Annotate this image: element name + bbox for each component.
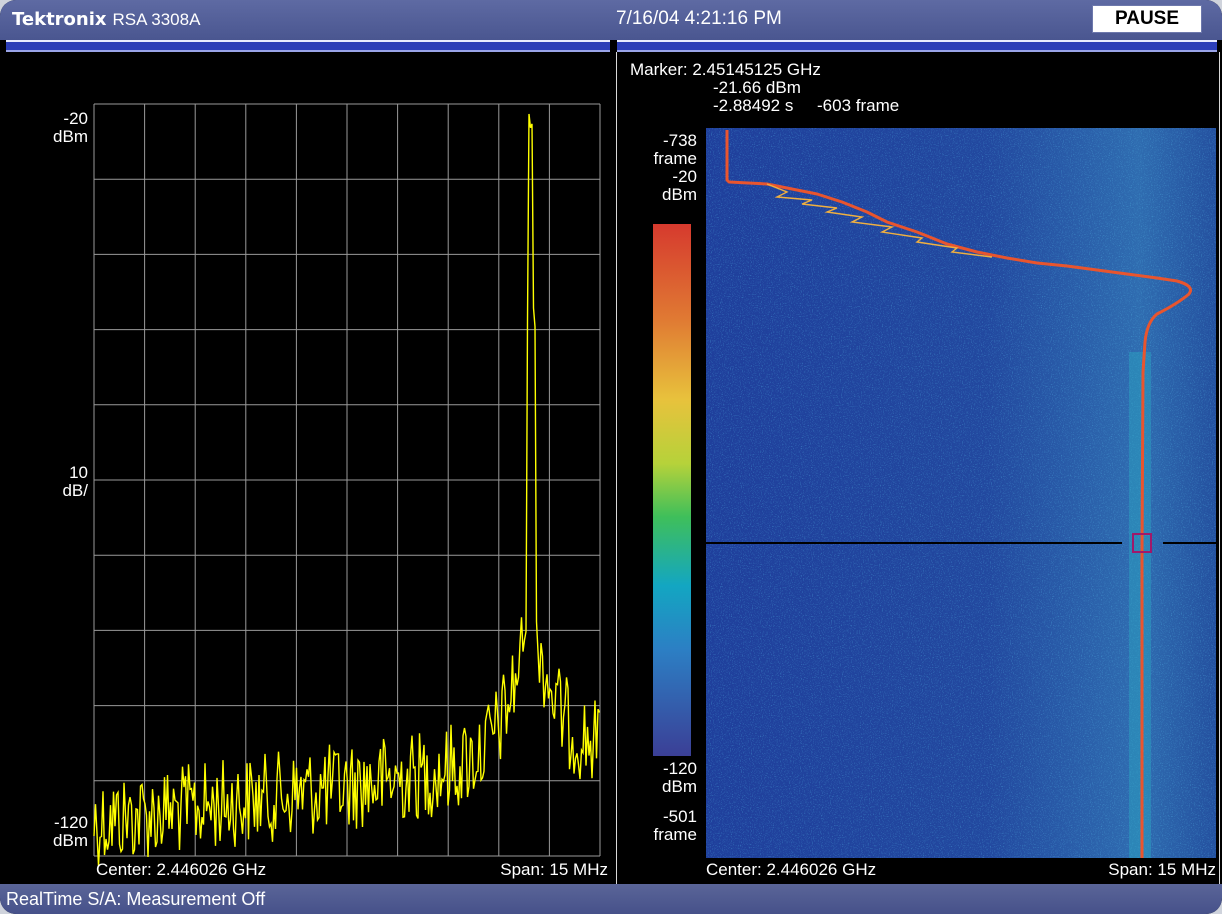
title-bar: Tektronix RSA 3308A 7/16/04 4:21:16 PM PA…	[0, 0, 1222, 40]
marker-level: -21.66 dBm	[713, 78, 801, 97]
scale-bottom-label: -120	[662, 759, 697, 778]
brand-name: Tektronix	[12, 9, 107, 30]
color-scale-bar	[653, 224, 691, 756]
spectrogram-noise	[706, 128, 1216, 858]
scale-top-label: -20	[672, 167, 697, 186]
brand-logo: Tektronix RSA 3308A	[12, 9, 200, 30]
status-bar: RealTime S/A: Measurement Off	[0, 884, 1222, 914]
marker-time: -2.88492 s	[713, 96, 794, 115]
status-text: RealTime S/A: Measurement Off	[6, 889, 266, 909]
bottom-frame-label: -501	[662, 807, 697, 826]
left-view-tab[interactable]	[6, 40, 610, 52]
marker-box[interactable]	[1132, 533, 1152, 553]
top-frame-label: -738	[662, 131, 697, 150]
scale-top-unit: dBm	[662, 185, 697, 204]
spectrogram-span-label: Span: 15 MHz	[1108, 860, 1216, 879]
scale-bottom-unit: dBm	[662, 777, 697, 796]
bottom-frame-unit: frame	[653, 825, 697, 844]
spectrum-grid	[93, 103, 601, 857]
marker-frequency: Marker: 2.45145125 GHz	[630, 60, 821, 79]
carrier-wobble	[766, 183, 993, 258]
spectrum-plot[interactable]	[6, 52, 610, 884]
pause-button[interactable]: PAUSE	[1092, 5, 1202, 33]
spectrum-trace	[93, 113, 601, 867]
bottom-unit-label: dBm	[53, 831, 88, 850]
right-view-tab[interactable]	[617, 40, 1217, 52]
spectrogram-plot[interactable]	[617, 52, 1219, 884]
carrier-glow	[1129, 352, 1151, 858]
bottom-level-label: -120	[53, 813, 88, 832]
marker-frame: -603 frame	[817, 96, 900, 115]
scale-label: 10	[69, 463, 88, 482]
spectrum-view[interactable]: -20 dBm 10 dB/ -120 dBm Center: 2.446026…	[6, 52, 610, 884]
spectrogram-view[interactable]: Marker: 2.45145125 GHz -21.66 dBm -2.884…	[616, 52, 1220, 884]
spectrum-span-label: Span: 15 MHz	[500, 860, 608, 879]
carrier-trace	[725, 130, 1192, 858]
date-time: 7/16/04 4:21:16 PM	[616, 8, 782, 29]
spectrum-center-label: Center: 2.446026 GHz	[96, 860, 267, 879]
scale-unit-label: dB/	[62, 481, 88, 500]
ref-level-label: -20	[63, 109, 88, 128]
ref-unit-label: dBm	[53, 127, 88, 146]
spectrogram-center-label: Center: 2.446026 GHz	[706, 860, 877, 879]
top-frame-unit: frame	[653, 149, 697, 168]
model-name: RSA 3308A	[112, 10, 201, 29]
